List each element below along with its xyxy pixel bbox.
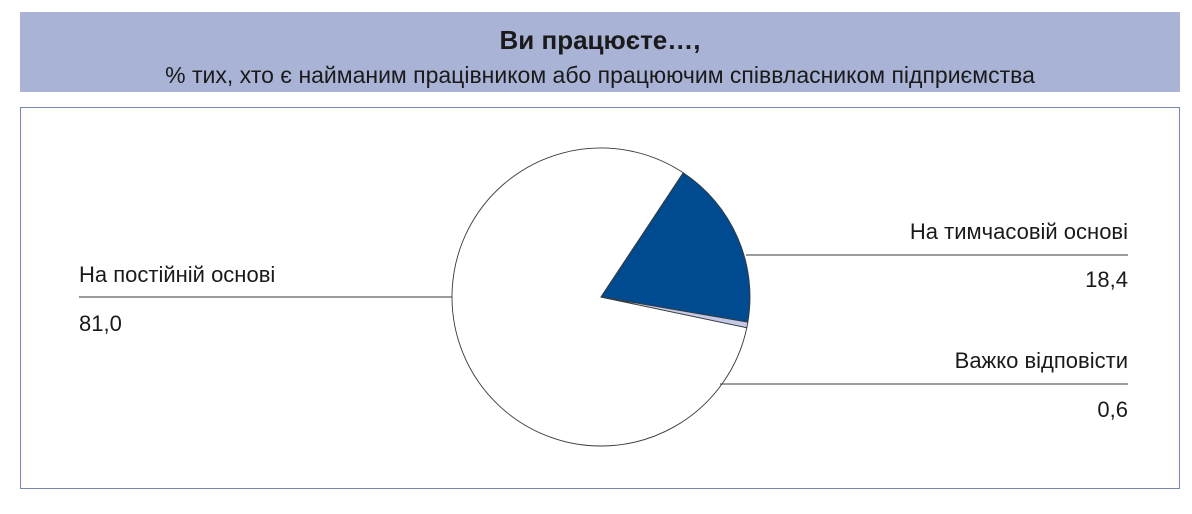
chart-title: Ви працюєте…, bbox=[499, 25, 701, 55]
slice-value-temporary: 18,4 bbox=[1085, 267, 1128, 292]
chart-header: Ви працюєте…, % тих, хто є найманим прац… bbox=[20, 12, 1180, 92]
chart-subtitle: % тих, хто є найманим працівником або пр… bbox=[165, 62, 1035, 88]
pie-slice-permanent bbox=[451, 147, 748, 447]
slice-label-temporary: На тимчасовій основі bbox=[909, 219, 1128, 244]
slice-label-permanent: На постійній основі bbox=[79, 262, 276, 287]
pie-slice-temporary bbox=[600, 172, 751, 323]
slice-value-permanent: 81,0 bbox=[79, 311, 122, 336]
slice-label-hard-to-say: Важко відповісти bbox=[954, 348, 1128, 373]
chart-panel bbox=[20, 107, 1180, 489]
pie-slice-hard-to-say bbox=[600, 296, 749, 329]
slice-value-hard-to-say: 0,6 bbox=[1097, 397, 1128, 422]
